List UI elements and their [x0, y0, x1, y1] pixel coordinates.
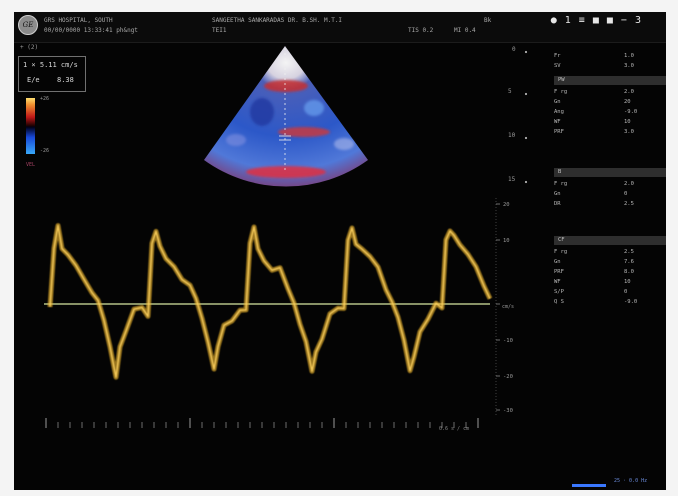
color-sector-image: [204, 46, 368, 187]
param-label: WF: [554, 119, 561, 125]
param-value: 2.5: [624, 201, 634, 207]
param-label: Gn: [554, 99, 561, 105]
param-label: F rg: [554, 181, 568, 187]
param-value: 1.0: [624, 53, 634, 59]
time-axis-label: 0.6 s / cm: [439, 426, 469, 432]
patient-name: SANGEETHA SANKARADAS DR. B.SH. M.T.I: [212, 17, 343, 24]
color-velocity-bar: [26, 98, 35, 154]
param-value: 20: [624, 99, 631, 105]
param-label: S/P: [554, 289, 564, 295]
mi-readout: MI 0.4: [454, 27, 476, 34]
depth-mark: 10: [508, 132, 516, 139]
param-label: PRF: [554, 269, 564, 275]
tis-readout: TIS 0.2: [408, 27, 434, 34]
param-label: DR: [554, 201, 561, 207]
measurement-tag: + (2): [20, 44, 39, 51]
depth-mark: 5: [508, 88, 512, 95]
parameter-panel: Fr 1.0 SV 3.0 PW F rg 2.0 Gn 20 Ang -9.0 WF 10 PRF 3.0…: [524, 52, 666, 352]
param-value: 0: [624, 289, 628, 295]
ultrasound-screen: GE GRS HOSPITAL, SOUTH 00/00/0000 13:33:…: [14, 12, 666, 490]
hospital-name: GRS HOSPITAL, SOUTH: [44, 17, 113, 24]
param-row: F rg 2.5: [524, 248, 664, 256]
param-label: F rg: [554, 249, 568, 255]
param-value: 2.0: [624, 89, 634, 95]
velocity-tick-label: 10: [503, 238, 510, 244]
param-label: PRF: [554, 129, 564, 135]
param-value: 2.5: [624, 249, 634, 255]
depth-dot: [524, 50, 528, 54]
param-label: Fr: [554, 53, 561, 59]
param-value: 0: [624, 191, 628, 197]
ratio-value: 8.38: [57, 76, 74, 84]
param-section-title: B: [558, 169, 562, 175]
param-label: Gn: [554, 191, 561, 197]
param-row: S/P 0: [524, 288, 664, 296]
measurement-velocity: 1 × 5.11 cm/s: [23, 61, 78, 69]
param-value: -9.0: [624, 299, 638, 305]
param-row: Gn 0: [524, 190, 664, 198]
ge-logo: GE: [18, 15, 38, 35]
param-row: PRF 8.0: [524, 268, 664, 276]
param-row: WF 10: [524, 118, 664, 126]
doppler-display: 20 10 -10 -20 -30 cm/s 0.6 s / cm: [44, 46, 528, 432]
velocity-unit: cm/s: [502, 304, 514, 310]
param-value: 7.6: [624, 259, 634, 265]
param-row: Gn 7.6: [524, 258, 664, 266]
velocity-scale: 20 10 -10 -20 -30 cm/s: [495, 198, 514, 416]
param-row: Gn 20: [524, 98, 664, 106]
param-row: F rg 2.0: [524, 88, 664, 96]
param-section-title: PW: [558, 77, 565, 83]
param-value: 8.0: [624, 269, 634, 275]
velocity-tick-label: -20: [503, 374, 513, 380]
param-label: Q S: [554, 299, 564, 305]
param-value: 10: [624, 279, 631, 285]
velocity-tick-label: 20: [503, 202, 510, 208]
param-row: DR 2.5: [524, 200, 664, 208]
depth-dot: [524, 180, 528, 184]
velocity-tick-label: -10: [503, 338, 513, 344]
color-scale-bottom: -26: [40, 148, 50, 154]
color-scale-top: +26: [40, 96, 50, 102]
date-time: 00/00/0000 13:33:41 ph&ngt: [44, 27, 138, 34]
probe-indicator-icon: ● 1 ≡ ■ ■ − 3: [550, 15, 642, 26]
velocity-tick-label: -30: [503, 408, 513, 414]
param-row: F rg 2.0: [524, 180, 664, 188]
param-label: F rg: [554, 89, 568, 95]
depth-mark: 0: [512, 46, 516, 53]
param-value: 3.0: [624, 129, 634, 135]
param-section-header: PW: [554, 76, 666, 85]
depth-dot: [524, 92, 528, 96]
probe-status-icons: ● 1 ≡ ■ ■ − 3: [551, 15, 642, 26]
param-value: -9.0: [624, 109, 638, 115]
param-section-header: CF: [554, 236, 666, 245]
color-scale-ref: VEL: [26, 162, 36, 168]
sweep-readout: 25 · 0.0 Hz: [614, 478, 648, 484]
param-value: 3.0: [624, 63, 634, 69]
sweep-indicator: [572, 484, 606, 487]
param-row: Ang -9.0: [524, 108, 664, 116]
depth-scale: [524, 50, 528, 184]
doppler-spectrum: [47, 223, 493, 380]
measurement-box[interactable]: 1 × 5.11 cm/s E/e 8.38: [18, 56, 86, 92]
param-section-header: B: [554, 168, 666, 177]
time-axis: [45, 418, 479, 428]
param-value: 10: [624, 119, 631, 125]
param-label: WF: [554, 279, 561, 285]
param-label: Gn: [554, 259, 561, 265]
param-row: PRF 3.0: [524, 128, 664, 136]
param-row: SV 3.0: [524, 62, 664, 70]
param-label: SV: [554, 63, 561, 69]
probe-mode: TEI1: [212, 27, 227, 34]
param-row: WF 10: [524, 278, 664, 286]
top-info-bar: GE GRS HOSPITAL, SOUTH 00/00/0000 13:33:…: [14, 12, 666, 43]
param-row: Q S -9.0: [524, 298, 664, 306]
ratio-label: E/e: [27, 76, 40, 84]
param-section-title: CF: [558, 237, 565, 243]
param-row: Fr 1.0: [524, 52, 664, 60]
param-label: Ang: [554, 109, 564, 115]
depth-mark: 15: [508, 176, 516, 183]
param-value: 2.0: [624, 181, 634, 187]
depth-dot: [524, 136, 528, 140]
preset-label: Bk: [484, 17, 492, 24]
